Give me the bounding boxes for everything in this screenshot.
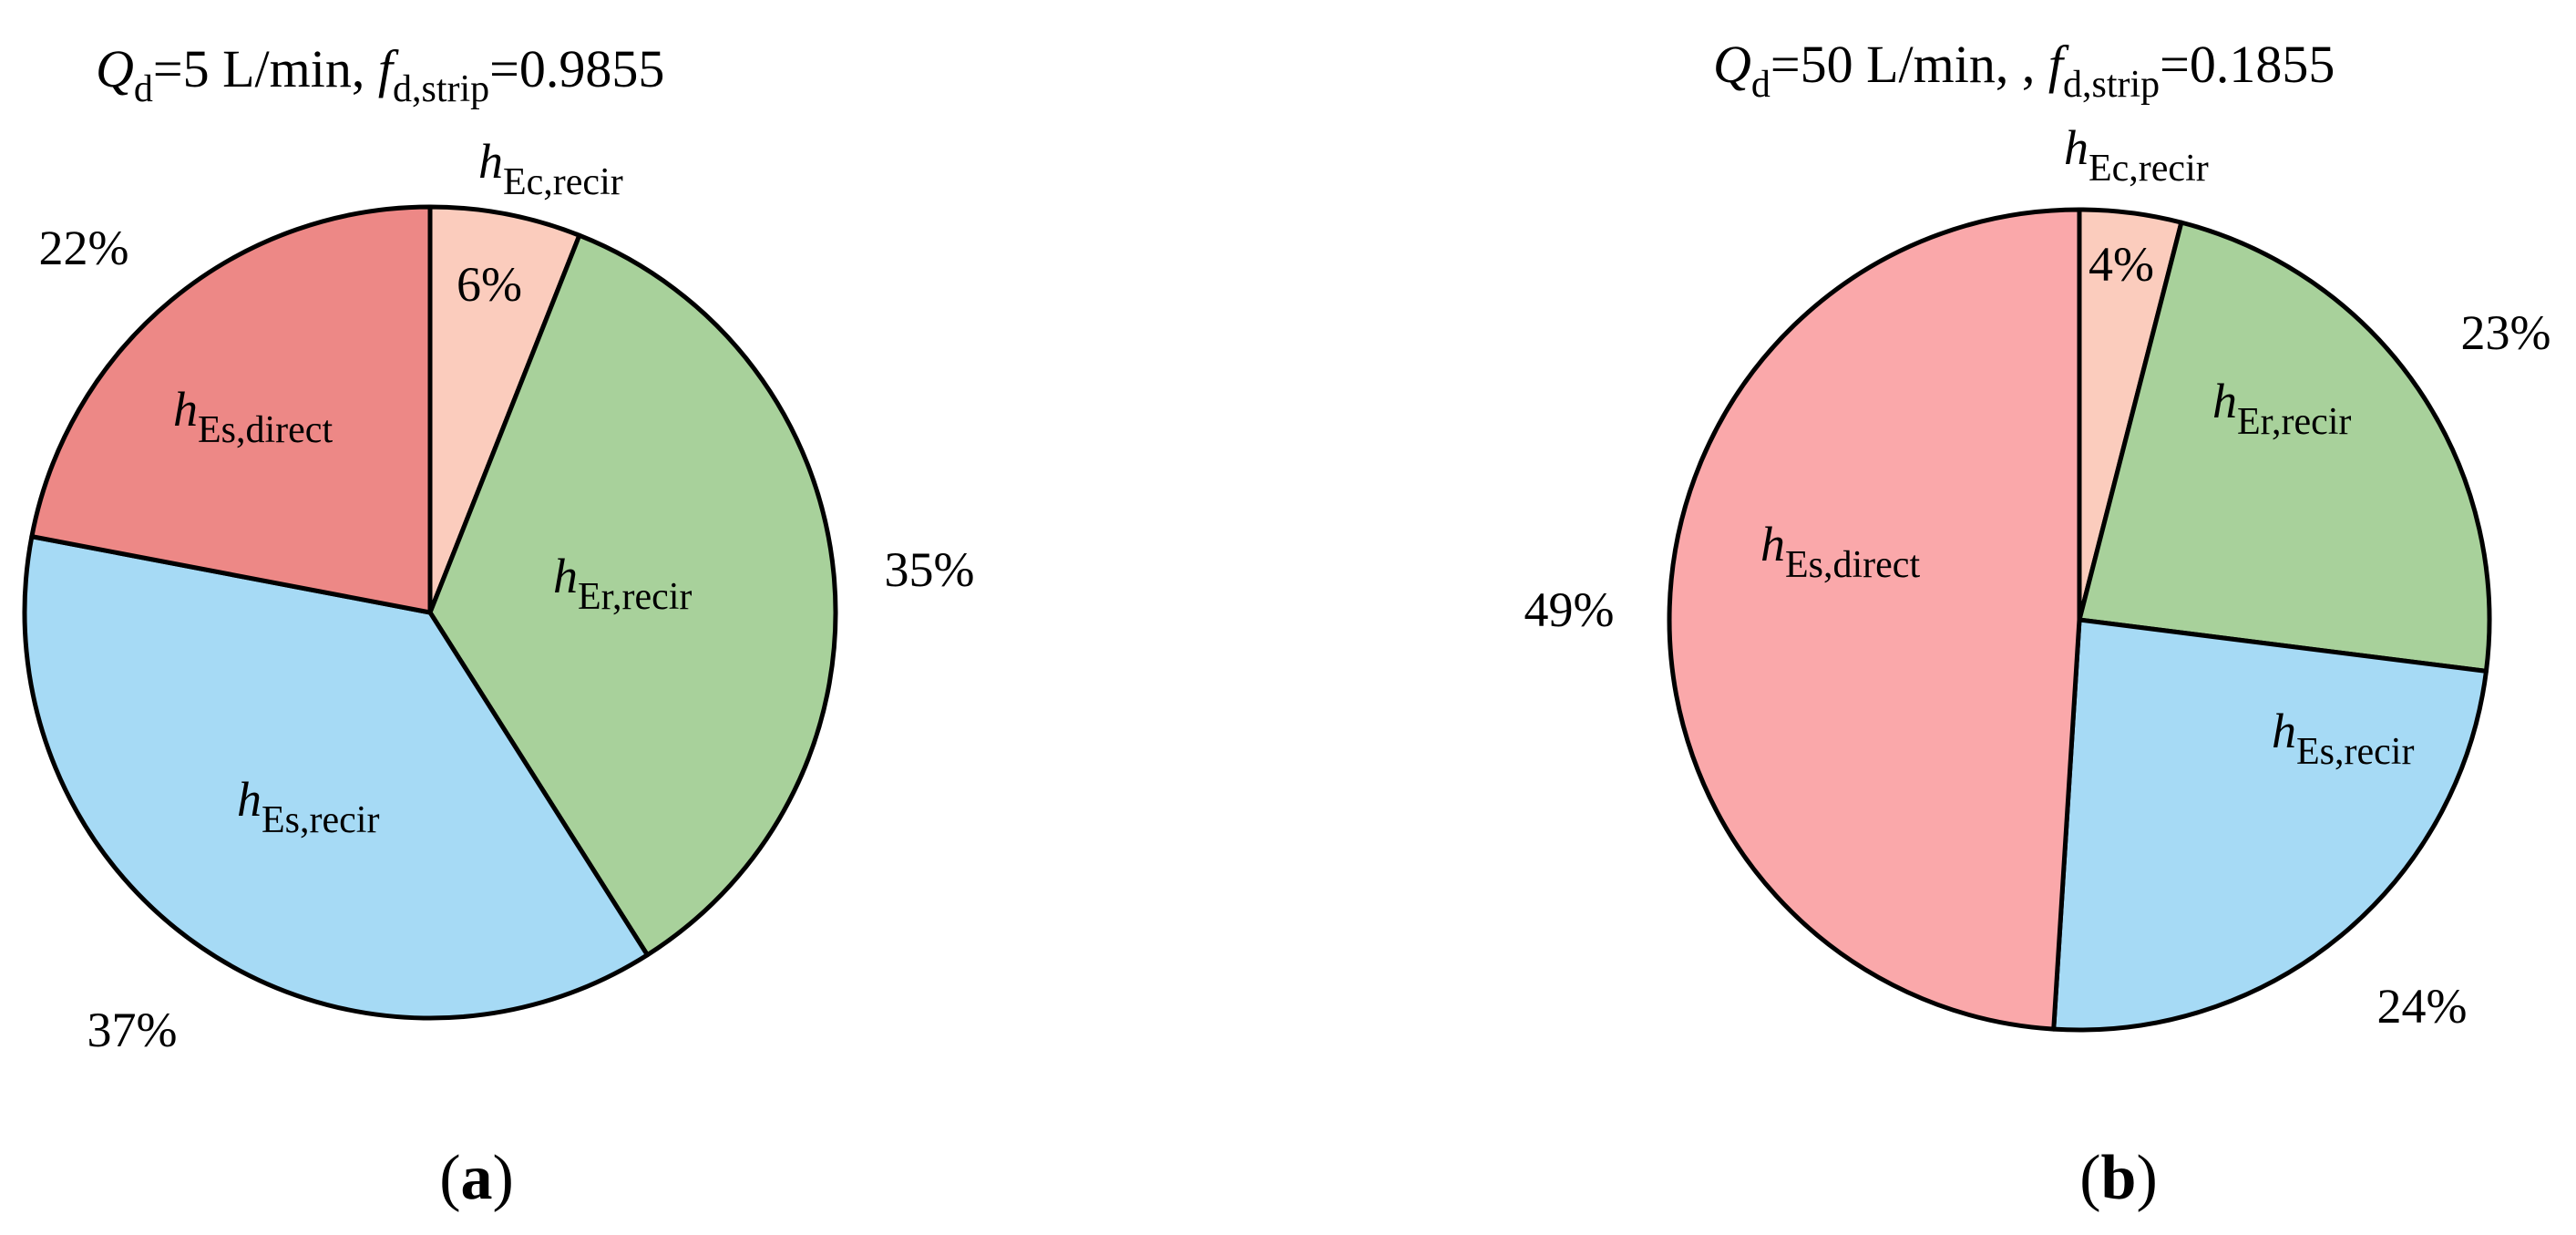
chart-b-pct-er-recir: 23% <box>2461 305 2551 360</box>
chart-a-pct-es-direct: 22% <box>39 221 129 275</box>
chart-b-label-er-recir: hEr,recir <box>2212 374 2351 443</box>
chart-b-title: Qd=50 L/min, , fd,strip=0.1855 <box>1713 35 2335 106</box>
chart-a-label-ec-recir: hEc,recir <box>478 134 623 203</box>
chart-a: Qd=5 L/min, fd,strip=0.9855 hEc,recir hE… <box>22 39 975 1213</box>
chart-a-slices <box>22 204 838 1021</box>
chart-a-pct-er-recir: 35% <box>885 542 975 597</box>
chart-a-pct-es-recir: 37% <box>87 1003 178 1057</box>
chart-a-panel-label: (a) <box>439 1143 514 1213</box>
chart-b-slice-es-direct <box>1667 207 2082 1032</box>
chart-b: Qd=50 L/min, , fd,strip=0.1855 hEc,recir… <box>1524 35 2551 1213</box>
chart-b-slice-es-recir <box>2051 617 2489 1033</box>
chart-b-pct-es-recir: 24% <box>2377 979 2468 1034</box>
chart-b-panel-label: (b) <box>2079 1143 2158 1213</box>
chart-a-title: Qd=5 L/min, fd,strip=0.9855 <box>96 39 664 110</box>
chart-b-label-es-direct: hEs,direct <box>1760 517 1920 586</box>
chart-a-label-es-recir: hEs,recir <box>237 772 379 841</box>
chart-a-pct-ec-recir: 6% <box>457 257 522 312</box>
chart-a-slice-er-recir <box>427 232 838 958</box>
chart-a-slice-ec-recir <box>427 204 582 615</box>
chart-a-label-es-direct: hEs,direct <box>173 382 333 451</box>
chart-b-label-es-recir: hEs,recir <box>2272 704 2414 773</box>
chart-b-pct-ec-recir: 4% <box>2089 237 2154 292</box>
chart-a-label-er-recir: hEr,recir <box>553 549 692 618</box>
chart-b-label-ec-recir: hEc,recir <box>2064 120 2209 190</box>
chart-b-pct-es-direct: 49% <box>1524 582 1615 637</box>
chart-a-slice-es-direct <box>29 204 433 615</box>
chart-b-slices <box>1667 207 2492 1033</box>
chart-b-slice-er-recir <box>2077 220 2492 674</box>
chart-a-slice-es-recir <box>22 534 650 1021</box>
